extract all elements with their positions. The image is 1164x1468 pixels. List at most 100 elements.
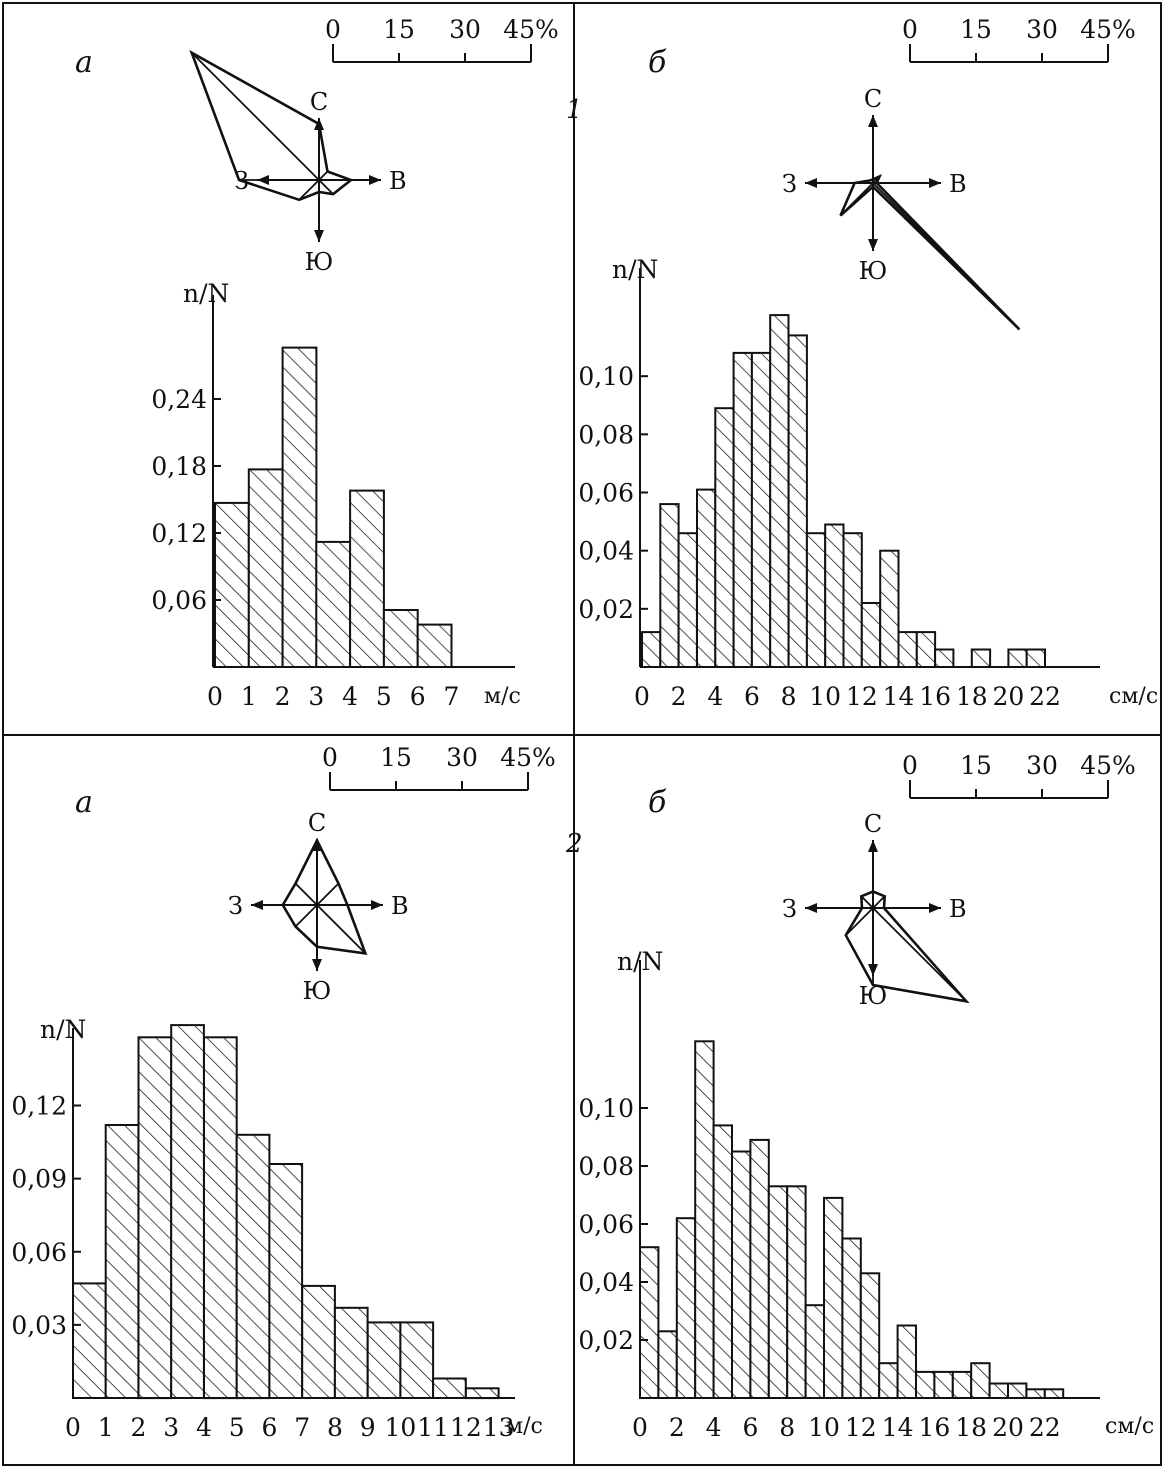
histogram-bar-1a-2 [281,346,318,668]
histogram-bar-1a-1 [247,468,284,668]
wind-rose-1a [189,49,354,202]
histogram-bar-2b-19 [988,1382,1009,1399]
histogram-bar-1b-0 [641,631,662,668]
rose-spoke-1a-SE [318,179,334,195]
scale-bar-label-1a-1: 15 [383,15,415,44]
histogram-bar-1b-3 [696,488,717,668]
x-tick-label-2b-7: 14 [882,1413,914,1442]
x-tick-label-2b-8: 16 [918,1413,950,1442]
x-tick-label-1a-3: 3 [308,682,324,711]
histogram-bar-1b-11 [842,532,863,669]
rose-spoke-2a-SW [294,904,318,928]
x-tick-label-2a-8: 8 [327,1413,343,1442]
compass-arrowhead-west-2a [251,900,263,910]
y-tick-label-1b-0: 0,02 [578,595,634,624]
histogram-bar-2a-0 [72,1282,107,1400]
panel-1a-xunit: м/с [484,684,521,709]
x-tick-label-2a-6: 6 [261,1413,277,1442]
rose-spoke-2a-NW [294,882,318,906]
histogram-bar-2b-20 [1007,1382,1028,1399]
scale-bar-label-1b-3: 45% [1080,15,1136,44]
x-tick-label-1a-4: 4 [342,682,358,711]
histogram-bar-2a-4 [203,1036,238,1400]
x-tick-label-2a-7: 7 [294,1413,310,1442]
x-tick-label-2a-2: 2 [131,1413,147,1442]
x-tick-label-2a-10: 10 [385,1413,417,1442]
histogram-bar-1b-20 [1007,648,1028,668]
compass-label-north-2b: С [864,810,882,838]
histogram-bar-1b-4 [714,407,735,668]
histogram-bar-2b-22 [1043,1388,1065,1400]
x-tick-label-1b-11: 22 [1029,682,1061,711]
compass-arrowhead-south-2a [312,959,322,971]
histogram-bar-1b-10 [824,523,845,668]
compass-label-south-2a: Ю [303,977,332,1005]
scale-bar-label-1a-0: 0 [325,15,341,44]
histogram-bar-1b-2 [677,532,698,669]
histogram-bar-1b-9 [805,532,827,669]
scale-bar-label-2b-2: 30 [1026,751,1058,780]
y-tick-label-2b-4: 0,10 [578,1094,634,1123]
compass-arrowhead-north-2b [868,840,878,852]
histogram-bar-2a-3 [170,1024,205,1399]
histogram-bar-1b-21 [1025,648,1046,668]
histogram-bar-2a-9 [366,1321,402,1400]
x-tick-label-2a-0: 0 [65,1413,81,1442]
histogram-bar-2a-5 [235,1133,271,1400]
histogram-bar-2b-14 [896,1324,917,1399]
x-tick-label-2a-5: 5 [229,1413,245,1442]
scale-bar-label-2a-0: 0 [322,743,338,772]
x-tick-label-2b-6: 12 [845,1413,877,1442]
y-tick-label-2b-0: 0,02 [578,1326,634,1355]
scale-bar-label-1a-2: 30 [449,15,481,44]
x-tick-label-2a-9: 9 [360,1413,376,1442]
x-tick-label-1b-5: 10 [809,682,841,711]
compass-label-north-1b: С [864,85,882,113]
histogram-bar-2b-10 [823,1196,844,1400]
histogram-bar-2b-7 [767,1185,789,1400]
x-tick-label-1b-3: 6 [744,682,760,711]
compass-label-north-2a: С [308,809,326,837]
histogram-bar-2b-4 [712,1124,733,1400]
scale-bar-label-1b-1: 15 [960,15,992,44]
wind-rose-2b [844,890,970,1004]
y-tick-label-1b-1: 0,04 [578,537,634,566]
compass-arrowhead-west-2b [805,903,817,913]
x-tick-label-2a-1: 1 [98,1413,114,1442]
compass-label-south-2b: Ю [859,982,888,1010]
histogram-bar-1b-1 [659,503,680,668]
histogram-bar-1a-4 [349,489,385,668]
y-tick-label-1a-2: 0,18 [151,452,207,481]
y-tick-label-2b-2: 0,06 [578,1210,634,1239]
compass-label-east-1b: В [949,170,967,198]
compass-arrowhead-west-1b [805,178,817,188]
histogram-bar-1a-3 [315,540,352,669]
histogram-bar-2b-8 [786,1185,807,1400]
compass-label-west-2a: З [228,892,243,920]
x-tick-label-1b-10: 20 [992,682,1024,711]
histogram-bar-1a-0 [214,501,250,668]
histogram-bar-2b-18 [970,1362,991,1399]
y-tick-label-2a-1: 0,06 [11,1238,67,1267]
histogram-bar-2b-11 [841,1237,862,1399]
histogram-bar-2b-9 [804,1304,825,1399]
compass-label-south-1b: Ю [859,257,888,285]
row-1-label: 1 [566,95,583,125]
panel-2a-letter: а [75,785,93,820]
rose-spoke-1a-NW [191,52,320,181]
histogram-bar-2b-1 [657,1330,678,1400]
histogram-bar-2b-16 [933,1370,954,1400]
x-tick-label-1a-0: 0 [207,682,223,711]
histogram-bar-1a-6 [416,623,453,668]
histogram-bar-2a-7 [301,1284,336,1400]
x-tick-label-1a-5: 5 [376,682,392,711]
scale-bar-label-1a-3: 45% [503,15,559,44]
x-tick-label-1b-4: 8 [781,682,797,711]
x-tick-label-2a-3: 3 [163,1413,179,1442]
compass-label-west-1a: З [234,167,249,195]
histogram-bar-2a-12 [464,1387,500,1400]
scale-bar-label-1b-0: 0 [902,15,918,44]
histogram-bar-1b-7 [769,314,790,668]
row-2-label: 2 [565,829,583,859]
panel-1a-ylabel: n/N [183,279,229,308]
